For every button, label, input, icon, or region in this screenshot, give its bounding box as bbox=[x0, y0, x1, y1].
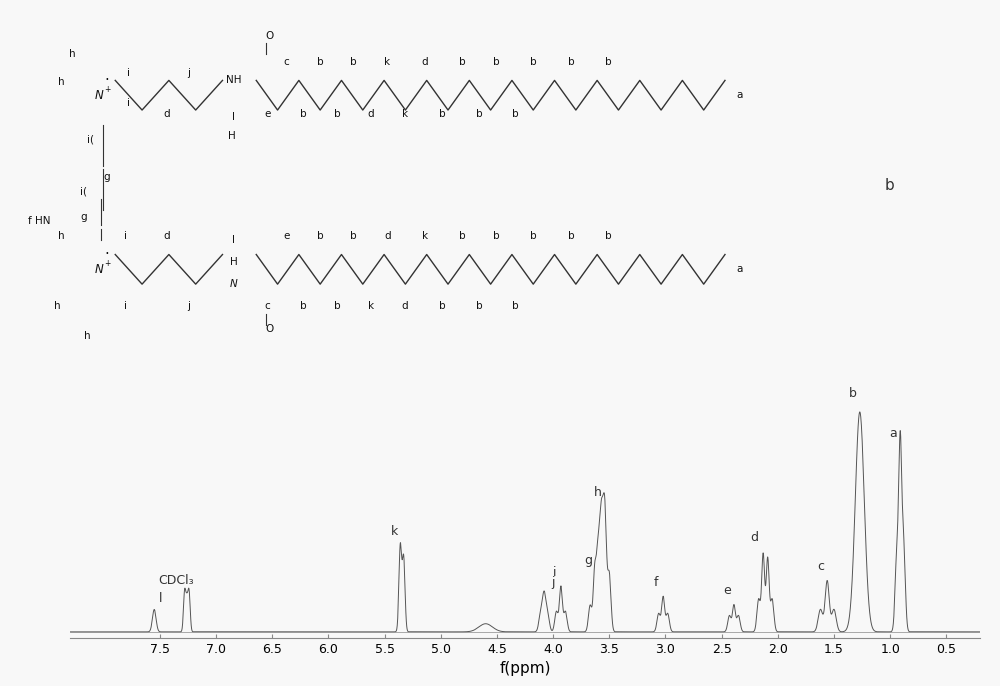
Text: ·: · bbox=[104, 247, 109, 262]
Text: a: a bbox=[736, 264, 743, 274]
Text: b: b bbox=[568, 231, 575, 241]
Text: h: h bbox=[84, 331, 91, 341]
Text: l: l bbox=[159, 593, 163, 605]
Text: O: O bbox=[266, 31, 274, 41]
Text: a: a bbox=[890, 427, 897, 440]
Text: b: b bbox=[334, 301, 341, 311]
Text: e: e bbox=[283, 231, 289, 241]
Text: d: d bbox=[163, 109, 170, 119]
Text: h: h bbox=[54, 301, 61, 311]
Text: b: b bbox=[317, 231, 323, 241]
Text: k: k bbox=[368, 301, 374, 311]
Text: b: b bbox=[530, 57, 537, 67]
Text: c: c bbox=[817, 560, 824, 573]
Text: g: g bbox=[103, 172, 110, 182]
Text: c: c bbox=[283, 57, 289, 67]
Text: b: b bbox=[459, 57, 466, 67]
Text: b: b bbox=[849, 387, 857, 400]
Text: b: b bbox=[439, 109, 446, 119]
Text: i: i bbox=[124, 231, 127, 241]
Text: b: b bbox=[605, 57, 612, 67]
Text: f: f bbox=[654, 576, 659, 589]
Text: N: N bbox=[230, 279, 238, 289]
Text: O: O bbox=[266, 324, 274, 333]
Text: b: b bbox=[476, 301, 483, 311]
Text: b: b bbox=[530, 231, 537, 241]
Text: b: b bbox=[493, 231, 500, 241]
Text: j: j bbox=[187, 301, 190, 311]
Text: b: b bbox=[885, 178, 895, 193]
Text: H: H bbox=[230, 257, 238, 267]
Text: i: i bbox=[127, 97, 130, 108]
Text: d: d bbox=[384, 231, 391, 241]
Text: k: k bbox=[422, 231, 428, 241]
Text: N: N bbox=[94, 88, 103, 102]
Text: b: b bbox=[300, 109, 307, 119]
Text: c: c bbox=[265, 301, 270, 311]
Text: d: d bbox=[422, 57, 428, 67]
Text: b: b bbox=[459, 231, 466, 241]
Text: h: h bbox=[69, 49, 76, 60]
Text: h: h bbox=[58, 78, 65, 87]
Text: +: + bbox=[105, 85, 111, 94]
Text: d: d bbox=[368, 109, 374, 119]
Text: h: h bbox=[58, 231, 65, 241]
Text: a: a bbox=[736, 91, 743, 100]
Text: i(: i( bbox=[88, 134, 94, 145]
Text: e: e bbox=[723, 584, 731, 598]
Text: +: + bbox=[105, 259, 111, 268]
Text: b: b bbox=[334, 109, 341, 119]
Text: b: b bbox=[317, 57, 323, 67]
Text: b: b bbox=[350, 231, 357, 241]
Text: j: j bbox=[187, 68, 190, 78]
Text: b: b bbox=[476, 109, 483, 119]
Text: g: g bbox=[80, 213, 87, 222]
Text: ·: · bbox=[104, 73, 109, 88]
Text: b: b bbox=[605, 231, 612, 241]
Text: H: H bbox=[228, 131, 236, 141]
Text: b: b bbox=[493, 57, 500, 67]
Text: g: g bbox=[584, 554, 592, 567]
Text: i(: i( bbox=[80, 187, 87, 196]
Text: d: d bbox=[750, 531, 758, 544]
Text: k: k bbox=[402, 109, 408, 119]
Text: i: i bbox=[124, 301, 127, 311]
Text: j: j bbox=[551, 576, 555, 589]
X-axis label: f(ppm): f(ppm) bbox=[499, 661, 551, 676]
Text: b: b bbox=[512, 109, 518, 119]
Text: b: b bbox=[512, 301, 518, 311]
Text: i: i bbox=[552, 566, 556, 579]
Text: b: b bbox=[568, 57, 575, 67]
Text: CDCl₃: CDCl₃ bbox=[158, 574, 193, 587]
Text: k: k bbox=[391, 525, 398, 539]
Text: d: d bbox=[401, 301, 408, 311]
Text: l: l bbox=[232, 113, 235, 122]
Text: N: N bbox=[94, 263, 103, 276]
Text: b: b bbox=[300, 301, 307, 311]
Text: k: k bbox=[384, 57, 391, 67]
Text: h: h bbox=[594, 486, 602, 499]
Text: e: e bbox=[264, 109, 271, 119]
Text: b: b bbox=[439, 301, 446, 311]
Text: l: l bbox=[232, 235, 235, 245]
Text: i: i bbox=[127, 68, 130, 78]
Text: d: d bbox=[163, 231, 170, 241]
Text: b: b bbox=[350, 57, 357, 67]
Text: NH: NH bbox=[226, 75, 241, 85]
Text: f HN: f HN bbox=[28, 216, 50, 226]
